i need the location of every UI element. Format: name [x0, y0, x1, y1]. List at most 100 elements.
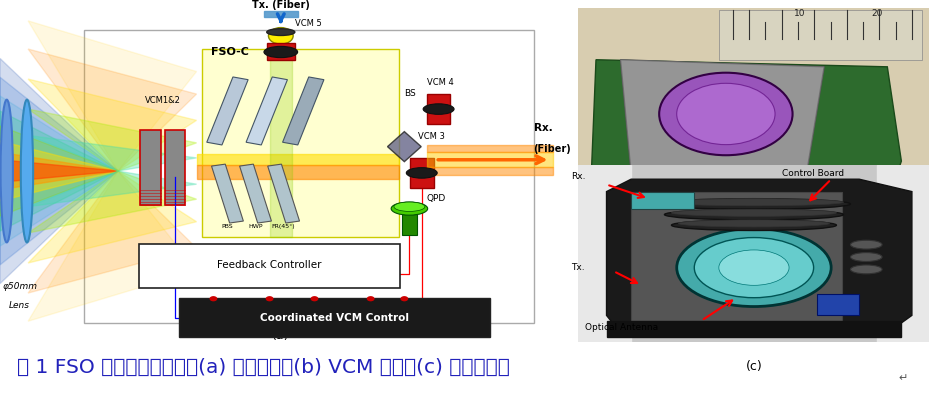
Polygon shape: [28, 171, 197, 263]
Polygon shape: [28, 171, 197, 321]
Text: 10: 10: [794, 9, 805, 18]
Polygon shape: [0, 126, 118, 216]
FancyBboxPatch shape: [631, 191, 841, 324]
Polygon shape: [28, 171, 197, 233]
Polygon shape: [268, 164, 300, 223]
FancyBboxPatch shape: [165, 130, 185, 205]
Ellipse shape: [851, 265, 882, 274]
Polygon shape: [28, 171, 197, 293]
Text: FR(45°): FR(45°): [271, 224, 296, 229]
Polygon shape: [578, 165, 631, 342]
Polygon shape: [578, 165, 929, 342]
Text: HWP: HWP: [248, 224, 263, 229]
FancyBboxPatch shape: [402, 214, 417, 235]
FancyBboxPatch shape: [719, 10, 923, 60]
Ellipse shape: [671, 220, 837, 230]
Text: (Fiber): (Fiber): [534, 144, 571, 154]
Ellipse shape: [665, 209, 843, 220]
Text: ↵: ↵: [899, 373, 908, 383]
Polygon shape: [427, 152, 553, 167]
Circle shape: [210, 296, 217, 301]
Polygon shape: [877, 165, 929, 342]
Polygon shape: [0, 160, 118, 182]
Polygon shape: [207, 77, 248, 145]
Circle shape: [719, 250, 789, 285]
Polygon shape: [197, 165, 399, 178]
FancyBboxPatch shape: [410, 158, 433, 188]
Ellipse shape: [1, 100, 13, 242]
Polygon shape: [240, 164, 271, 223]
FancyBboxPatch shape: [139, 244, 400, 288]
Polygon shape: [427, 145, 553, 152]
Ellipse shape: [851, 240, 882, 249]
Text: (b): (b): [745, 263, 763, 275]
Polygon shape: [28, 21, 197, 171]
Text: PBS: PBS: [222, 224, 233, 229]
Text: BS: BS: [404, 89, 417, 98]
Text: Rx.: Rx.: [534, 123, 552, 134]
Ellipse shape: [21, 100, 33, 242]
Text: VCM1&2: VCM1&2: [145, 96, 181, 105]
Circle shape: [695, 237, 813, 298]
Polygon shape: [264, 11, 298, 17]
Text: (c): (c): [746, 360, 762, 373]
Polygon shape: [621, 60, 825, 173]
Polygon shape: [28, 171, 197, 207]
Ellipse shape: [406, 168, 437, 178]
Ellipse shape: [659, 73, 793, 155]
FancyBboxPatch shape: [817, 294, 859, 315]
Polygon shape: [197, 154, 399, 165]
Ellipse shape: [665, 198, 843, 206]
Text: VCM 3: VCM 3: [418, 132, 446, 141]
Polygon shape: [28, 109, 197, 171]
FancyBboxPatch shape: [140, 130, 161, 205]
Ellipse shape: [391, 202, 428, 215]
Text: 图 1 FSO 收发器设计方案；(a) 系统布局、(b) VCM 镜头、(c) 收发器结构: 图 1 FSO 收发器设计方案；(a) 系统布局、(b) VCM 镜头、(c) …: [17, 358, 510, 376]
Polygon shape: [212, 164, 243, 223]
Polygon shape: [607, 179, 912, 333]
Text: Tx.: Tx.: [571, 263, 585, 272]
Text: VCM 5: VCM 5: [295, 19, 322, 28]
Text: Coordinated VCM Control: Coordinated VCM Control: [259, 312, 409, 323]
Polygon shape: [283, 77, 324, 145]
Polygon shape: [621, 60, 825, 173]
Polygon shape: [0, 111, 118, 231]
Polygon shape: [0, 152, 118, 190]
Polygon shape: [807, 201, 912, 232]
Text: Lens: Lens: [9, 301, 30, 310]
Circle shape: [401, 296, 408, 301]
Polygon shape: [578, 8, 929, 244]
FancyBboxPatch shape: [427, 94, 450, 124]
Polygon shape: [0, 77, 118, 265]
Ellipse shape: [267, 29, 295, 35]
Text: Feedback Controller: Feedback Controller: [217, 260, 322, 270]
FancyBboxPatch shape: [607, 321, 901, 336]
Text: VCM 4: VCM 4: [427, 77, 454, 86]
Polygon shape: [0, 96, 118, 246]
Polygon shape: [589, 60, 901, 232]
Ellipse shape: [394, 202, 425, 211]
Polygon shape: [0, 59, 118, 284]
Text: Optical Antenna: Optical Antenna: [586, 323, 659, 332]
FancyBboxPatch shape: [631, 191, 695, 209]
Circle shape: [269, 28, 293, 44]
Ellipse shape: [679, 220, 829, 227]
FancyBboxPatch shape: [179, 298, 490, 337]
Circle shape: [677, 229, 831, 307]
Text: φ50mm: φ50mm: [2, 282, 37, 291]
Polygon shape: [0, 141, 118, 201]
Text: Tx. (Fiber): Tx. (Fiber): [252, 0, 310, 9]
Circle shape: [266, 296, 273, 301]
Polygon shape: [28, 49, 197, 171]
Polygon shape: [246, 77, 287, 145]
Polygon shape: [28, 135, 197, 171]
Text: Rx.: Rx.: [571, 172, 586, 181]
Ellipse shape: [677, 83, 775, 145]
Ellipse shape: [851, 253, 882, 261]
Ellipse shape: [264, 46, 298, 58]
Polygon shape: [28, 79, 197, 171]
Ellipse shape: [671, 209, 837, 216]
FancyBboxPatch shape: [84, 30, 534, 323]
Text: QPD: QPD: [427, 194, 446, 202]
Text: (a): (a): [272, 329, 289, 342]
